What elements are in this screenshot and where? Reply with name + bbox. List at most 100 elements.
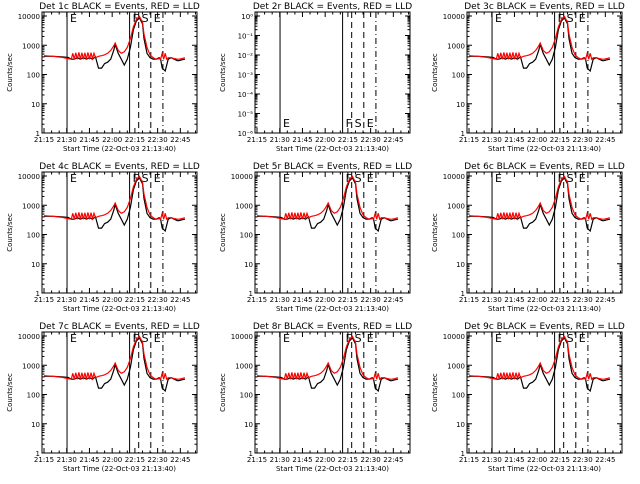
marker-label-e: E (154, 172, 161, 185)
marker-label-f: F (346, 332, 352, 345)
panel-title: Det 7c BLACK = Events, RED = LLD (39, 322, 200, 332)
series-events (469, 16, 611, 73)
y-axis-label: Counts/sec (219, 53, 227, 92)
x-tick-label: 22:15 (550, 136, 570, 144)
y-tick-label: 10⁻² (238, 52, 254, 60)
x-tick-label: 21:30 (482, 136, 502, 144)
x-tick-label: 22:15 (338, 456, 358, 464)
x-tick-label: 22:45 (383, 456, 403, 464)
y-tick-label: 1 (461, 450, 465, 458)
x-tick-label: 22:00 (527, 296, 547, 304)
plot-frame (254, 11, 411, 134)
marker-label-f: F (346, 172, 352, 185)
x-tick-label: 21:15 (247, 456, 267, 464)
marker-label-e: E (283, 172, 290, 185)
x-tick-label: 21:15 (34, 136, 54, 144)
x-axis-label: Start Time (22-Oct-03 21:13:40) (488, 145, 601, 153)
plot-frame (466, 331, 623, 454)
y-axis-label: Counts/sec (431, 373, 439, 412)
y-tick-label: 1000 (447, 202, 465, 210)
x-tick-label: 22:00 (102, 456, 122, 464)
x-tick-label: 22:15 (125, 456, 145, 464)
y-tick-label: 10⁻¹ (238, 33, 254, 41)
y-tick-label: 10 (244, 421, 253, 429)
y-tick-label: 10000 (18, 333, 40, 341)
marker-label-e: E (70, 332, 77, 345)
x-tick-label: 21:45 (292, 296, 312, 304)
panel-det-2: Det 2r BLACK = Events, RED = LLD 10⁻⁶ 10⁻⁵… (219, 2, 412, 153)
series-lld (256, 335, 399, 381)
x-tick-label: 21:30 (270, 296, 290, 304)
y-axis-label: Counts/sec (6, 373, 14, 412)
x-tick-label: 21:30 (270, 136, 290, 144)
x-tick-label: 22:00 (527, 136, 547, 144)
y-tick-label: 10000 (231, 173, 253, 181)
plot-frame (466, 171, 623, 294)
x-tick-label: 22:45 (595, 456, 615, 464)
series-events (257, 176, 399, 233)
x-tick-label: 22:30 (573, 296, 593, 304)
y-tick-label: 10 (456, 261, 465, 269)
panel-title: Det 2r BLACK = Events, RED = LLD (253, 2, 412, 12)
x-tick-label: 22:15 (125, 136, 145, 144)
y-axis-label: Counts/sec (219, 213, 227, 252)
x-tick-label: 22:30 (148, 296, 168, 304)
x-tick-label: 21:45 (504, 296, 524, 304)
series-lld (43, 335, 186, 381)
y-tick-label: 10000 (18, 13, 40, 21)
x-axis-label: Start Time (22-Oct-03 21:13:40) (488, 465, 601, 473)
y-tick-label: 1000 (447, 362, 465, 370)
marker-label-s: S (567, 172, 574, 185)
x-tick-label: 22:30 (361, 456, 381, 464)
marker-label-f: F (558, 12, 564, 25)
x-tick-label: 21:45 (504, 136, 524, 144)
panel-title: Det 8r BLACK = Events, RED = LLD (253, 322, 412, 332)
x-axis-label: Start Time (22-Oct-03 21:13:40) (276, 465, 389, 473)
marker-label-s: S (567, 332, 574, 345)
marker-label-f: F (133, 12, 139, 25)
x-axis-label: Start Time (22-Oct-03 21:13:40) (63, 305, 176, 313)
y-tick-label: 10000 (18, 173, 40, 181)
panel-det-3: Det 3c BLACK = Events, RED = LLD 1 10 100 10… (431, 2, 625, 153)
series-events (44, 176, 186, 233)
y-tick-label: 10 (31, 421, 40, 429)
y-tick-label: 10⁰ (241, 13, 253, 21)
y-tick-label: 100 (452, 72, 465, 80)
y-tick-label: 1 (36, 290, 40, 298)
x-tick-label: 22:30 (361, 136, 381, 144)
y-tick-label: 10 (31, 101, 40, 109)
series-lld (256, 175, 399, 221)
x-tick-label: 22:15 (550, 296, 570, 304)
y-tick-label: 1000 (235, 362, 253, 370)
x-tick-label: 22:45 (170, 296, 190, 304)
x-tick-label: 22:30 (361, 296, 381, 304)
marker-label-e: E (367, 332, 374, 345)
marker-label-e: E (579, 332, 586, 345)
x-tick-label: 21:45 (79, 456, 99, 464)
y-tick-label: 10 (456, 101, 465, 109)
marker-label-e: E (579, 12, 586, 25)
marker-label-s: S (355, 172, 362, 185)
marker-label-s: S (142, 172, 149, 185)
x-tick-label: 21:15 (459, 456, 479, 464)
plot-frame (41, 11, 198, 134)
x-axis-label: Start Time (22-Oct-03 21:13:40) (63, 465, 176, 473)
panel-title: Det 3c BLACK = Events, RED = LLD (464, 2, 625, 12)
plot-frame (41, 331, 198, 454)
x-tick-label: 22:00 (102, 296, 122, 304)
panel-det-9: Det 9c BLACK = Events, RED = LLD 1 10 100 10… (431, 322, 625, 473)
x-tick-label: 22:15 (338, 296, 358, 304)
y-tick-label: 100 (27, 232, 40, 240)
x-tick-label: 22:00 (315, 296, 335, 304)
x-tick-label: 21:15 (247, 136, 267, 144)
x-tick-label: 21:15 (459, 136, 479, 144)
x-tick-label: 22:00 (315, 136, 335, 144)
series-lld (468, 335, 611, 381)
x-tick-label: 21:30 (482, 296, 502, 304)
x-tick-label: 21:15 (459, 296, 479, 304)
marker-label-s: S (355, 332, 362, 345)
panel-title: Det 1c BLACK = Events, RED = LLD (39, 2, 200, 12)
x-axis-label: Start Time (22-Oct-03 21:13:40) (276, 305, 389, 313)
x-tick-label: 22:45 (595, 136, 615, 144)
marker-label-e: E (367, 117, 374, 130)
